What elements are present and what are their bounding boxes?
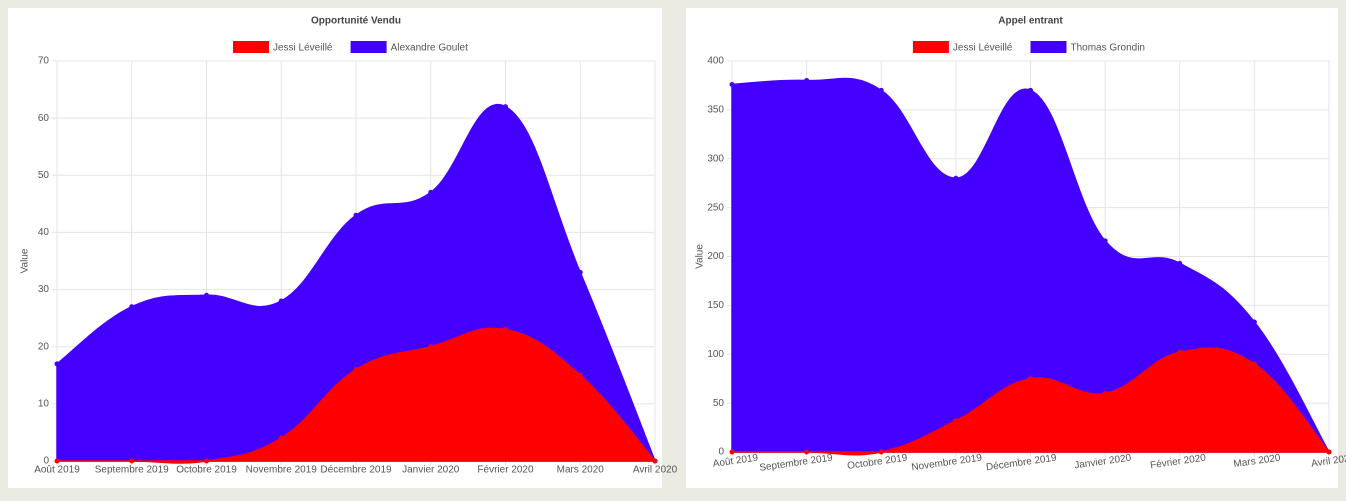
y-axis-title: Value [695, 244, 706, 269]
y-tick-label: 200 [707, 251, 724, 262]
legend-swatch [912, 41, 949, 53]
point [1177, 349, 1183, 355]
x-tick-label: Décembre 2019 [320, 465, 392, 476]
y-tick-label: 30 [38, 284, 50, 295]
point [204, 292, 209, 298]
y-tick-label: 70 [38, 56, 50, 67]
point [1028, 376, 1033, 382]
point [804, 78, 810, 84]
y-tick-label: 350 [707, 105, 724, 116]
y-tick-label: 40 [38, 227, 50, 238]
x-tick-label: Août 2019 [34, 465, 80, 476]
point [729, 81, 735, 87]
point [129, 458, 135, 464]
point [1102, 238, 1108, 244]
y-tick-label: 0 [718, 447, 724, 458]
point [953, 418, 959, 424]
point [878, 87, 884, 93]
legend-label: Thomas Grondin [1071, 43, 1145, 54]
y-tick-label: 50 [713, 398, 725, 409]
y-axis-title: Value [20, 248, 31, 273]
point [353, 367, 359, 373]
x-tick-label: Octobre 2019 [176, 465, 237, 476]
y-tick-label: 60 [38, 113, 50, 124]
point [878, 449, 884, 455]
point [428, 189, 434, 195]
point [278, 435, 284, 441]
y-tick-label: 50 [38, 170, 50, 181]
point [1177, 260, 1183, 266]
point [54, 361, 60, 367]
y-tick-label: 20 [38, 341, 50, 352]
y-tick-label: 400 [707, 56, 724, 67]
y-tick-label: 100 [707, 349, 724, 360]
point [353, 212, 359, 218]
point [503, 104, 508, 110]
point [503, 327, 508, 333]
point [652, 458, 658, 464]
legend-label: Jessi Léveillé [953, 43, 1013, 54]
y-tick-label: 10 [38, 398, 50, 409]
point [1326, 449, 1332, 455]
y-tick-label: 300 [707, 153, 724, 164]
x-tick-label: Janvier 2020 [402, 465, 460, 476]
legend-swatch [1030, 41, 1067, 53]
x-tick-label: Avril 2020 [633, 465, 678, 476]
point [54, 458, 60, 464]
point [729, 449, 735, 455]
chart-title: Opportunité Vendu [311, 16, 401, 27]
point [1028, 87, 1033, 93]
chart-title: Appel entrant [998, 16, 1063, 27]
point [953, 175, 959, 181]
y-tick-label: 0 [43, 456, 49, 467]
point [1251, 319, 1257, 325]
legend-label: Jessi Léveillé [273, 43, 333, 54]
x-tick-label: Février 2020 [477, 465, 534, 476]
x-tick-label: Septembre 2019 [95, 465, 169, 476]
point [129, 304, 135, 310]
x-tick-label: Mars 2020 [557, 465, 605, 476]
x-tick-label: Avril 2020 [1310, 453, 1346, 470]
point [204, 458, 209, 464]
area [57, 327, 657, 464]
y-tick-label: 250 [707, 202, 724, 213]
y-tick-label: 150 [707, 300, 724, 311]
area [732, 347, 1331, 456]
point [1102, 390, 1108, 396]
point [804, 449, 810, 455]
point [577, 269, 583, 275]
point [577, 372, 583, 378]
x-tick-label: Novembre 2019 [246, 465, 318, 476]
point [428, 344, 434, 350]
legend-label: Alexandre Goulet [391, 43, 468, 54]
legend-swatch [350, 41, 387, 53]
point [278, 298, 284, 304]
point [1251, 361, 1257, 367]
legend-swatch [233, 41, 269, 53]
